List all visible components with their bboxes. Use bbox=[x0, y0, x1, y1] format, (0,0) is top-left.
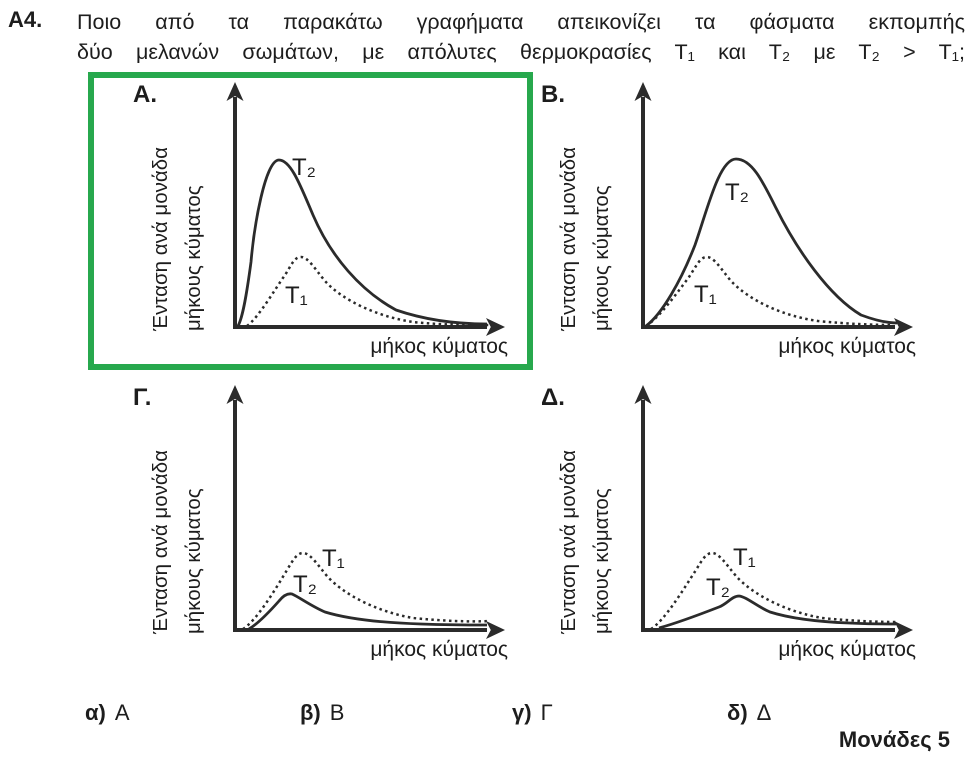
graph-a-y-axis-label: Ένταση ανά μονάδα μήκους κύματος bbox=[144, 99, 214, 331]
y-axis-label-line2: μήκους κύματος bbox=[182, 488, 205, 634]
graph-panel-b: Β. Ένταση ανά μονάδα μήκους κύματος Τ₂ Τ… bbox=[496, 73, 941, 373]
points-label: Μονάδες 5 bbox=[838, 727, 950, 752]
option-beta[interactable]: β) Β bbox=[300, 700, 344, 726]
graph-delta-y-axis-label: Ένταση ανά μονάδα μήκους κύματος bbox=[552, 402, 622, 634]
option-delta-key: δ) bbox=[727, 700, 748, 725]
y-axis-label-line2: μήκους κύματος bbox=[590, 488, 613, 634]
graph-gamma-y-axis-label: Ένταση ανά μονάδα μήκους κύματος bbox=[144, 402, 214, 634]
graph-delta-letter: Δ. bbox=[541, 384, 565, 411]
y-axis-label-line1: Ένταση ανά μονάδα bbox=[557, 147, 580, 331]
y-axis-label-line1: Ένταση ανά μονάδα bbox=[557, 450, 580, 634]
graph-panel-delta: Δ. Ένταση ανά μονάδα μήκους κύματος Τ₂ Τ… bbox=[496, 376, 941, 676]
question-number: Α4. bbox=[8, 7, 43, 32]
graph-b-y-axis-label: Ένταση ανά μονάδα μήκους κύματος bbox=[552, 99, 622, 331]
option-gamma[interactable]: γ) Γ bbox=[512, 700, 553, 726]
option-alpha-key: α) bbox=[85, 700, 106, 725]
curve-label-t1: Τ₁ bbox=[733, 544, 756, 571]
option-alpha[interactable]: α) Α bbox=[85, 700, 130, 726]
graph-b-x-axis-label: μήκος κύματος bbox=[778, 335, 916, 358]
curve-label-t1: Τ₁ bbox=[322, 545, 345, 572]
x-axis-arrow-icon bbox=[486, 318, 505, 336]
y-axis-label-line2: μήκους κύματος bbox=[590, 185, 613, 331]
option-gamma-value: Γ bbox=[540, 700, 553, 725]
option-beta-value: Β bbox=[329, 700, 345, 725]
curve-t1 bbox=[650, 551, 898, 631]
graph-gamma-letter: Γ. bbox=[133, 384, 152, 411]
graph-a-plot: Τ₂ Τ₁ bbox=[226, 82, 505, 336]
question-line-1: Ποιο από τα παρακάτω γραφήματα απεικονίζ… bbox=[77, 10, 965, 34]
graph-a-x-axis-label: μήκος κύματος bbox=[370, 335, 508, 358]
option-delta[interactable]: δ) Δ bbox=[727, 700, 771, 726]
graph-panel-gamma: Γ. Ένταση ανά μονάδα μήκους κύματος Τ₂ Τ… bbox=[88, 376, 533, 676]
option-gamma-key: γ) bbox=[512, 700, 532, 725]
y-axis-arrow-icon bbox=[634, 385, 652, 404]
curve-t1 bbox=[242, 551, 490, 631]
curve-t2 bbox=[236, 158, 488, 327]
question-line-2: δύο μελανών σωμάτων, με απόλυτες θερμοκρ… bbox=[77, 40, 965, 64]
option-alpha-value: Α bbox=[114, 700, 130, 725]
x-axis-arrow-icon bbox=[894, 318, 913, 336]
curve-label-t2: Τ₂ bbox=[292, 154, 316, 181]
question-text: Ποιο από τα παρακάτω γραφήματα απεικονίζ… bbox=[77, 7, 965, 67]
graph-delta-x-axis-label: μήκος κύματος bbox=[778, 638, 916, 661]
curve-label-t2: Τ₂ bbox=[293, 571, 317, 598]
curve-t2 bbox=[645, 157, 898, 328]
graph-b-letter: Β. bbox=[541, 81, 565, 108]
curve-label-t1: Τ₁ bbox=[694, 281, 717, 308]
option-delta-value: Δ bbox=[756, 700, 772, 725]
y-axis-label-line1: Ένταση ανά μονάδα bbox=[149, 450, 172, 634]
y-axis-arrow-icon bbox=[634, 82, 652, 101]
curve-t2 bbox=[658, 594, 897, 630]
graph-panel-a: Α. Ένταση ανά μονάδα μήκους κύματος Τ₂ Τ… bbox=[88, 73, 533, 373]
graph-b-plot: Τ₂ Τ₁ bbox=[634, 82, 913, 336]
graph-gamma-x-axis-label: μήκος κύματος bbox=[370, 638, 508, 661]
x-axis-arrow-icon bbox=[486, 621, 505, 639]
y-axis-arrow-icon bbox=[226, 82, 244, 101]
x-axis-arrow-icon bbox=[894, 621, 913, 639]
graph-gamma-plot: Τ₂ Τ₁ bbox=[226, 385, 505, 639]
option-beta-key: β) bbox=[300, 700, 321, 725]
curve-label-t2: Τ₂ bbox=[706, 574, 730, 601]
y-axis-label-line2: μήκους κύματος bbox=[182, 185, 205, 331]
y-axis-arrow-icon bbox=[226, 385, 244, 404]
curve-label-t1: Τ₁ bbox=[285, 282, 308, 309]
curve-t1 bbox=[645, 255, 894, 328]
graph-a-letter: Α. bbox=[133, 81, 157, 108]
curve-t2 bbox=[248, 592, 488, 631]
y-axis-label-line1: Ένταση ανά μονάδα bbox=[149, 147, 172, 331]
graph-delta-plot: Τ₂ Τ₁ bbox=[634, 385, 913, 639]
curve-label-t2: Τ₂ bbox=[725, 179, 749, 206]
